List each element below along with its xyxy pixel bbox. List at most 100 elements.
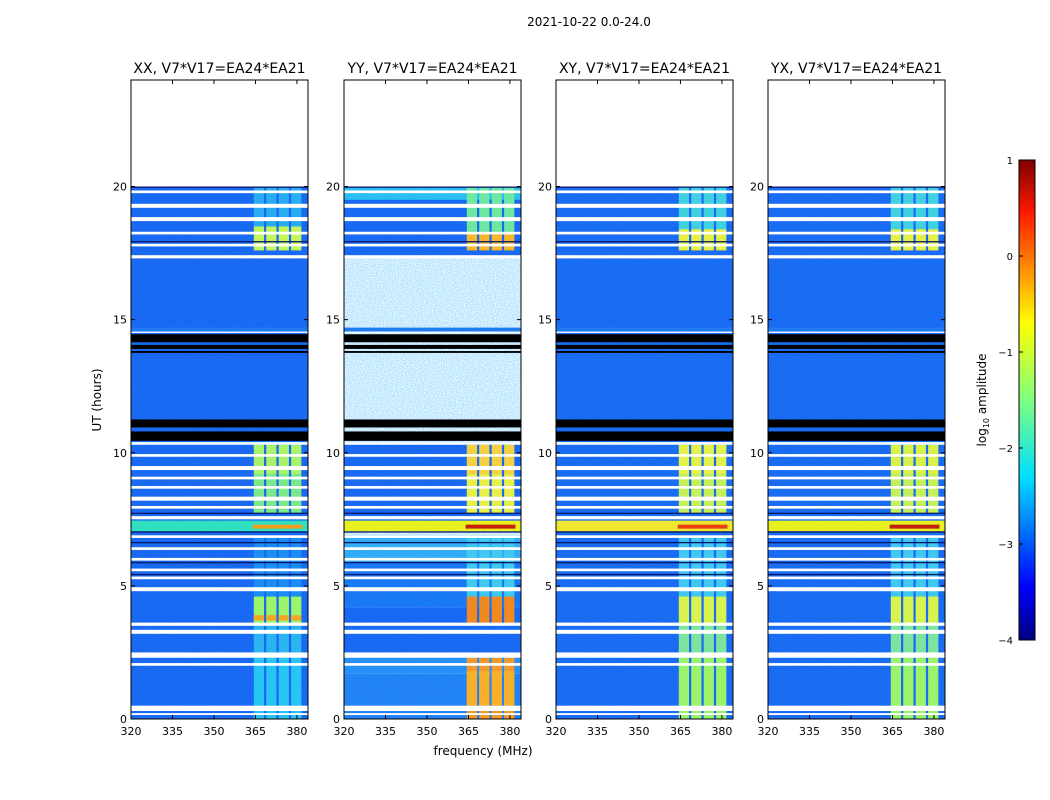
rfi-block bbox=[291, 596, 302, 624]
flag-gap bbox=[344, 331, 521, 333]
flagged-black bbox=[556, 431, 733, 441]
flag-gap bbox=[556, 231, 733, 235]
panel-title: YY, V7*V17=EA24*EA21 bbox=[346, 61, 517, 77]
rfi-block bbox=[291, 474, 302, 514]
flag-gap bbox=[131, 568, 308, 572]
dark-line bbox=[131, 541, 308, 544]
dark-line bbox=[556, 561, 733, 564]
flag-gap bbox=[344, 652, 521, 658]
flag-gap bbox=[556, 535, 733, 538]
x-tick-label: 320 bbox=[758, 725, 779, 738]
plot-frame bbox=[343, 79, 522, 720]
rfi-block bbox=[491, 596, 502, 624]
rfi-block bbox=[678, 537, 690, 597]
flag-gap bbox=[768, 629, 945, 634]
y-tick-label: 10 bbox=[326, 447, 340, 460]
rfi-block bbox=[716, 537, 727, 597]
rfi-block bbox=[691, 474, 702, 514]
x-tick-label: 380 bbox=[711, 725, 732, 738]
rfi-block bbox=[928, 537, 939, 597]
rfi-block bbox=[915, 537, 926, 597]
y-tick-label: 10 bbox=[750, 447, 764, 460]
flag-gap bbox=[768, 652, 945, 658]
flag-gap bbox=[768, 547, 945, 550]
dark-line bbox=[344, 531, 521, 533]
flag-gap bbox=[768, 576, 945, 580]
x-axis-label: frequency (MHz) bbox=[433, 744, 532, 758]
rfi-block bbox=[903, 229, 914, 251]
y-tick-label: 0 bbox=[120, 713, 127, 726]
rfi-block bbox=[491, 444, 502, 475]
dark-line bbox=[344, 512, 521, 514]
dark-line bbox=[768, 573, 945, 576]
flag-gap bbox=[344, 486, 521, 489]
rfi-block bbox=[903, 444, 914, 475]
rfi-block bbox=[903, 474, 914, 514]
rfi-block bbox=[479, 537, 490, 597]
flag-gap bbox=[131, 535, 308, 538]
rfi-block bbox=[253, 226, 265, 251]
flag-gap bbox=[344, 622, 521, 626]
rfi-block bbox=[278, 537, 289, 597]
flag-gap bbox=[556, 547, 733, 550]
flag-gap bbox=[768, 331, 945, 333]
dark-line bbox=[131, 573, 308, 576]
flag-gap bbox=[131, 231, 308, 235]
x-tick-label: 320 bbox=[546, 725, 567, 738]
panel-title: XX, V7*V17=EA24*EA21 bbox=[133, 61, 305, 77]
flagged-black bbox=[768, 431, 945, 441]
flag-gap bbox=[768, 587, 945, 592]
flagged-black bbox=[131, 419, 308, 428]
rfi-block bbox=[691, 657, 702, 719]
flag-gap bbox=[768, 231, 945, 235]
flag-gap bbox=[344, 454, 521, 457]
flag-gap bbox=[131, 557, 308, 561]
rfi-block bbox=[466, 537, 478, 597]
flag-gap bbox=[131, 506, 308, 509]
rfi-block bbox=[703, 623, 714, 658]
rfi-block bbox=[703, 596, 714, 624]
flag-gap bbox=[131, 496, 308, 501]
flag-gap bbox=[768, 486, 945, 489]
flag-gap bbox=[131, 476, 308, 480]
flag-gap bbox=[556, 705, 733, 712]
flag-gap bbox=[768, 516, 945, 520]
flag-gap bbox=[131, 587, 308, 592]
flag-gap bbox=[344, 705, 521, 712]
x-tick-label: 380 bbox=[923, 725, 944, 738]
y-tick-label: 15 bbox=[750, 314, 764, 327]
flag-gap bbox=[131, 663, 308, 666]
flag-gap bbox=[344, 243, 521, 247]
dark-line bbox=[131, 561, 308, 564]
dark-line bbox=[344, 541, 521, 544]
rfi-block bbox=[266, 226, 277, 251]
colorbar-tick-label: −2 bbox=[998, 444, 1013, 455]
x-tick-label: 320 bbox=[121, 725, 142, 738]
rfi-block bbox=[479, 671, 490, 706]
dark-line bbox=[768, 241, 945, 243]
rfi-block bbox=[716, 596, 727, 624]
rfi-block bbox=[703, 186, 714, 230]
flagged-black bbox=[131, 344, 308, 349]
flagged-black bbox=[556, 419, 733, 428]
rfi-line bbox=[768, 520, 945, 532]
y-tick-label: 20 bbox=[750, 181, 764, 194]
flag-gap bbox=[131, 622, 308, 626]
y-tick-label: 15 bbox=[326, 314, 340, 327]
flag-gap bbox=[556, 652, 733, 658]
rfi-block bbox=[716, 474, 727, 514]
rfi-block bbox=[703, 537, 714, 597]
flag-gap bbox=[768, 476, 945, 480]
flag-gap bbox=[131, 652, 308, 658]
dark-line bbox=[344, 241, 521, 243]
flag-gap bbox=[768, 442, 945, 445]
flag-gap bbox=[556, 713, 733, 716]
flag-gap bbox=[556, 622, 733, 626]
rfi-block bbox=[903, 623, 914, 658]
plot-frame bbox=[767, 79, 946, 720]
y-axis-label: UT (hours) bbox=[90, 368, 104, 431]
flag-gap bbox=[344, 557, 521, 561]
rfi-block bbox=[928, 623, 939, 658]
flag-gap bbox=[768, 255, 945, 259]
rfi-block bbox=[504, 444, 515, 475]
